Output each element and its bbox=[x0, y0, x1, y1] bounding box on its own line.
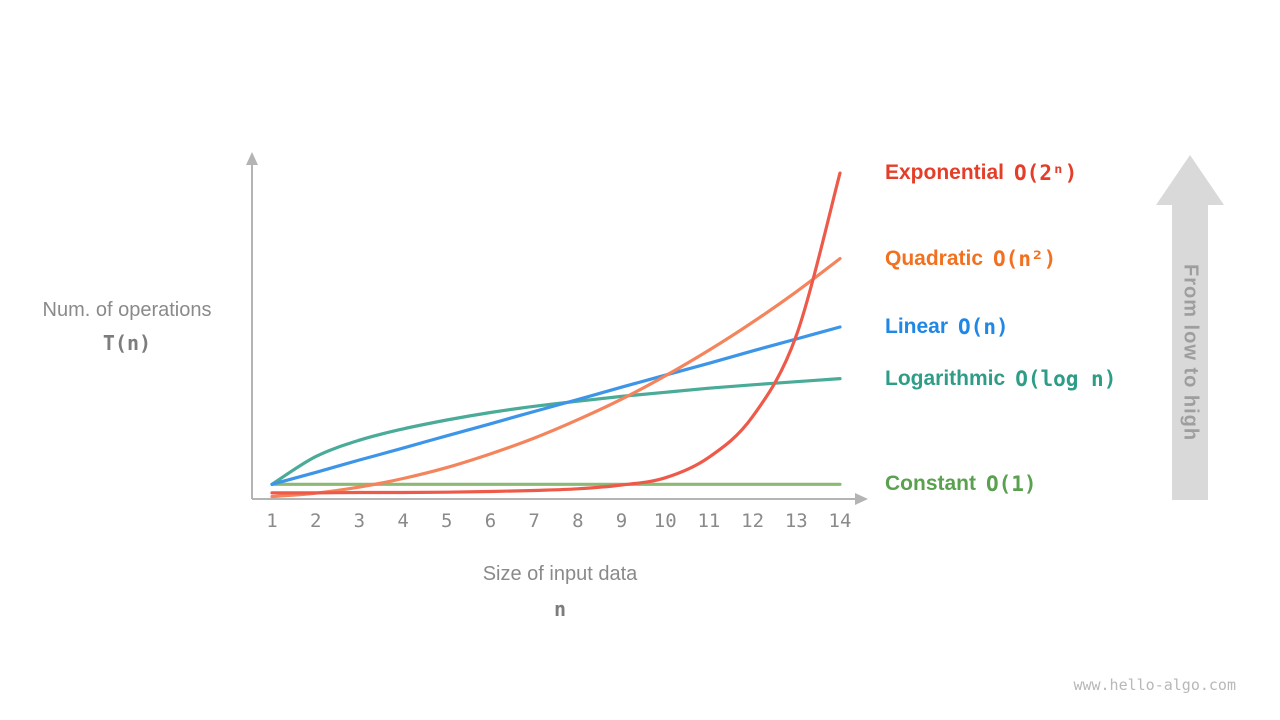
legend-big-o: O(n²) bbox=[993, 246, 1057, 271]
x-tick-6: 6 bbox=[484, 510, 497, 532]
arrow-head-icon bbox=[1156, 155, 1224, 205]
legend-linear: Linear O(n) bbox=[885, 313, 1009, 341]
arrow-label: From low to high bbox=[1179, 263, 1202, 442]
plot-area bbox=[246, 152, 868, 505]
x-tick-1: 1 bbox=[266, 510, 278, 532]
y-axis-arrowhead-icon bbox=[246, 152, 258, 165]
x-axis-label: Size of input data n bbox=[240, 563, 880, 621]
curve-linear bbox=[270, 325, 842, 486]
legend-big-o: O(2ⁿ) bbox=[1014, 161, 1078, 186]
x-tick-12: 12 bbox=[741, 510, 765, 532]
watermark: www.hello-algo.com bbox=[1073, 676, 1236, 694]
x-tick-4: 4 bbox=[397, 510, 409, 532]
x-tick-5: 5 bbox=[441, 510, 453, 532]
legend-name: Logarithmic bbox=[885, 366, 1006, 390]
legend-constant: Constant O(1) bbox=[885, 470, 1037, 498]
x-tick-13: 13 bbox=[784, 510, 808, 532]
legend-logarithmic: Logarithmic O(log n) bbox=[885, 365, 1116, 393]
y-axis-label-text: Num. of operations bbox=[42, 299, 212, 321]
legend-name: Quadratic bbox=[885, 246, 984, 270]
low-to-high-arrow: From low to high bbox=[1156, 155, 1224, 500]
x-tick-9: 9 bbox=[615, 510, 628, 532]
curve-logarithmic bbox=[270, 377, 842, 486]
legend-name: Exponential bbox=[885, 161, 1005, 185]
y-axis-label: Num. of operations T(n) bbox=[12, 299, 242, 355]
legend-quadratic: Quadratic O(n²) bbox=[885, 245, 1056, 273]
x-tick-2: 2 bbox=[309, 510, 322, 532]
legend: Exponential O(2ⁿ) Quadratic O(n²) Linear O(n)… bbox=[885, 148, 1185, 528]
x-axis-label-symbol: n bbox=[553, 597, 567, 621]
x-tick-3: 3 bbox=[353, 510, 366, 532]
x-tick-11: 11 bbox=[697, 510, 721, 532]
legend-big-o: O(n) bbox=[958, 315, 1009, 339]
legend-big-o: O(log n) bbox=[1015, 366, 1117, 391]
x-tick-8: 8 bbox=[572, 510, 584, 532]
curve-exponential bbox=[270, 171, 842, 495]
legend-big-o: O(1) bbox=[986, 472, 1037, 497]
x-axis-label-text: Size of input data bbox=[482, 563, 638, 585]
curve-quadratic bbox=[270, 257, 842, 499]
x-axis-arrowhead-icon bbox=[855, 493, 868, 505]
legend-name: Linear bbox=[885, 315, 949, 338]
legend-name: Constant bbox=[885, 472, 976, 496]
arrow-body: From low to high bbox=[1172, 205, 1208, 500]
x-tick-10: 10 bbox=[653, 510, 677, 532]
x-axis-ticks: 1 2 3 4 5 6 7 8 9 10 11 12 13 14 bbox=[240, 510, 900, 536]
y-axis-label-symbol: T(n) bbox=[102, 331, 152, 355]
curves-group bbox=[270, 171, 842, 499]
x-tick-7: 7 bbox=[528, 510, 540, 532]
legend-exponential: Exponential O(2ⁿ) bbox=[885, 159, 1077, 187]
x-tick-14: 14 bbox=[828, 510, 852, 532]
